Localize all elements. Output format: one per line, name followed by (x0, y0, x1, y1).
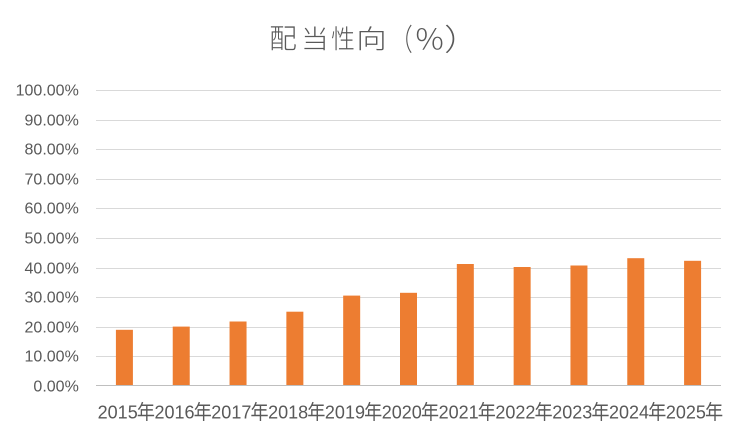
svg-text:0.00%: 0.00% (33, 379, 78, 396)
svg-text:2019: 2019 (325, 402, 365, 422)
svg-text:100.00%: 100.00% (16, 83, 79, 100)
svg-text:30.00%: 30.00% (25, 290, 79, 307)
svg-text:50.00%: 50.00% (25, 231, 79, 248)
svg-text:20.00%: 20.00% (25, 320, 79, 337)
svg-text:70.00%: 70.00% (25, 172, 79, 189)
svg-text:2015: 2015 (98, 402, 138, 422)
svg-text:2024: 2024 (609, 402, 649, 422)
svg-text:90.00%: 90.00% (25, 113, 79, 130)
svg-text:2018: 2018 (268, 402, 308, 422)
svg-text:2022: 2022 (495, 402, 535, 422)
svg-text:2021: 2021 (439, 402, 479, 422)
svg-text:40.00%: 40.00% (25, 261, 79, 278)
svg-text:2025: 2025 (666, 402, 706, 422)
svg-text:2020: 2020 (382, 402, 422, 422)
svg-text:60.00%: 60.00% (25, 201, 79, 218)
svg-text:2017: 2017 (211, 402, 251, 422)
svg-text:2016: 2016 (154, 402, 194, 422)
svg-text:10.00%: 10.00% (25, 349, 79, 366)
svg-text:80.00%: 80.00% (25, 142, 79, 159)
svg-text:2023: 2023 (552, 402, 592, 422)
